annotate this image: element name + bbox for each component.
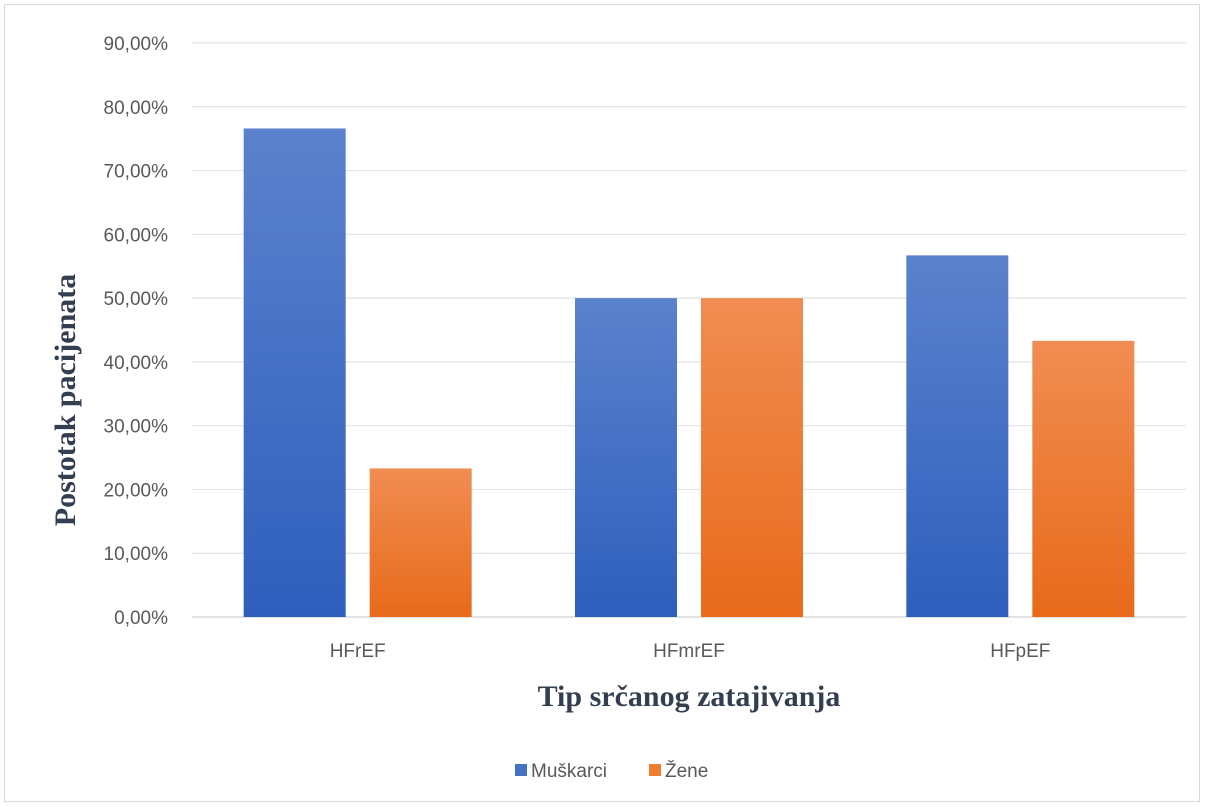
gridlines: [192, 42, 1186, 618]
y-tick-label: 50,00%: [104, 289, 169, 310]
y-tick-label: 70,00%: [104, 162, 169, 183]
legend-label: Muškarci: [531, 761, 607, 782]
bar-HFmrEF-1: [701, 298, 803, 617]
x-tick-label: HFmrEF: [653, 641, 725, 662]
bar-HFrEF-1: [369, 468, 472, 617]
y-axis-ticks: 0,00% 10,00% 20,00% 30,00% 40,00% 50,00% 60,00…: [104, 34, 169, 629]
y-tick-label: 80,00%: [104, 98, 169, 119]
y-tick-label: 90,00%: [104, 34, 169, 55]
y-tick-label: 20,00%: [104, 480, 169, 501]
x-tick-label: HFrEF: [330, 641, 386, 662]
bar-HFrEF-0: [243, 128, 346, 617]
y-tick-label: 40,00%: [104, 353, 169, 374]
y-tick-label: 10,00%: [104, 544, 169, 565]
legend-label: Žene: [665, 760, 708, 782]
x-axis-title: Tip srčanog zatajivanja: [538, 680, 841, 713]
x-tick-label: HFpEF: [990, 641, 1050, 662]
bar-HFpEF-1: [1032, 340, 1135, 617]
bar-HFmrEF-0: [575, 298, 677, 617]
bar-HFpEF-0: [906, 255, 1009, 617]
y-axis-title: Postotak pacijenata: [49, 274, 82, 526]
x-axis-categories: HFrEF HFmrEF HFpEF: [330, 641, 1051, 662]
legend-swatch: [649, 764, 661, 776]
legend: Muškarci Žene: [515, 760, 708, 782]
y-tick-label: 30,00%: [104, 417, 169, 438]
bars: [243, 128, 1135, 617]
legend-swatch: [515, 764, 527, 776]
y-tick-label: 60,00%: [104, 225, 169, 246]
y-tick-label: 0,00%: [114, 608, 168, 629]
